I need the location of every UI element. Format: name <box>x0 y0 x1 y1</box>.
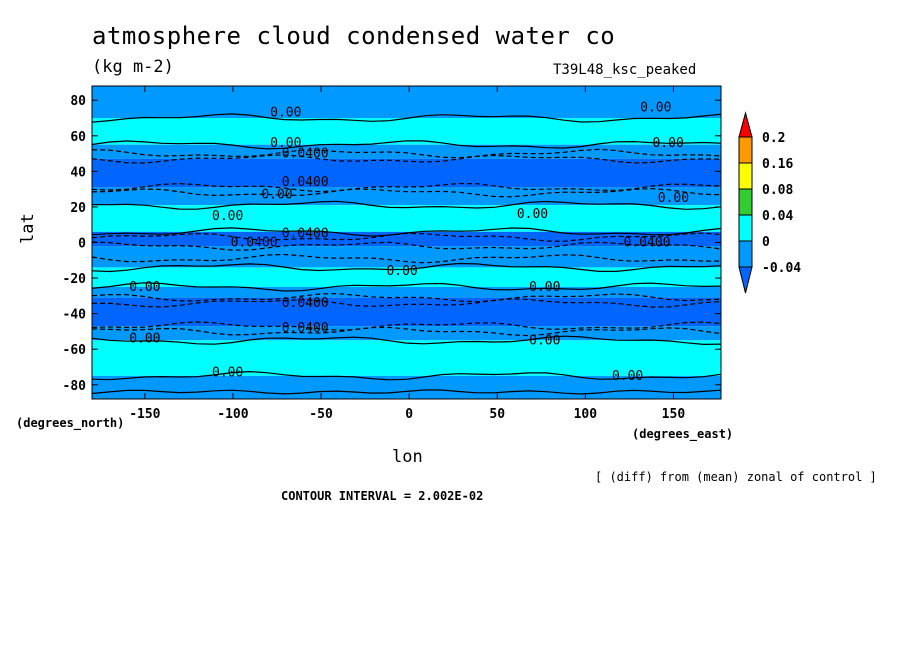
x-tick-label-2: -50 <box>309 407 333 422</box>
colorbar-bottom-arrow <box>738 266 753 294</box>
contour-line-6 <box>91 200 722 210</box>
contour-label-3: 0.00 <box>652 136 683 151</box>
x-tick-label-6: 150 <box>662 407 686 422</box>
x-axis-unit: (degrees_east) <box>632 427 734 441</box>
x-tick-label-3: 0 <box>405 407 413 422</box>
contour-label-18: 0.00 <box>129 332 160 347</box>
y-axis: -80 -60 -40 -20 0 20 40 60 80 <box>63 94 721 394</box>
band-3 <box>92 158 721 188</box>
contour-label-9: 0.00 <box>517 207 548 222</box>
contour-label-12: 0.0400 <box>624 236 671 251</box>
contour-line-10 <box>91 253 721 264</box>
contour-line-3 <box>91 154 722 164</box>
contour-line-5 <box>91 187 722 198</box>
contour-label-13: 0.00 <box>386 264 417 279</box>
contour-line-15 <box>91 321 722 331</box>
colorbar-label-4: 0 <box>762 235 770 250</box>
colorbar: 0.2 0.16 0.08 0.04 0 -0.04 <box>738 111 801 294</box>
contour-label-17: 0.0400 <box>282 321 329 336</box>
y-axis-unit: (degrees_north) <box>16 416 125 430</box>
colorbar-label-5: -0.04 <box>762 261 801 276</box>
colorbar-top-arrow <box>738 111 753 138</box>
band-10 <box>92 297 721 327</box>
contour-label-21: 0.00 <box>612 369 643 384</box>
colorbar-segment-4 <box>738 214 753 242</box>
band-6 <box>92 231 721 247</box>
y-tick-label-4: 0 <box>78 237 86 252</box>
comparison-note: [ (diff) from (mean) zonal of control ] <box>595 470 877 484</box>
x-tick-label-0: -150 <box>129 407 160 422</box>
x-tick-label-1: -100 <box>217 407 248 422</box>
chart-title: atmosphere cloud condensed water co <box>92 22 616 50</box>
colorbar-segment-1 <box>738 136 753 164</box>
y-tick-label-8: 80 <box>70 94 86 109</box>
contour-label-20: 0.00 <box>212 365 243 380</box>
contour-line-13 <box>91 292 722 303</box>
contour-line-19 <box>91 389 722 395</box>
contour-line-17 <box>91 335 722 346</box>
contour-label-5: 0.0400 <box>282 175 329 190</box>
y-tick-label-6: 40 <box>70 165 86 180</box>
contour-label-10: 0.0400 <box>282 227 329 242</box>
contour-label-0: 0.00 <box>270 106 301 121</box>
contour-label-15: 0.00 <box>529 280 560 295</box>
chart-units: (kg m-2) <box>92 57 174 77</box>
contour-line-1 <box>91 140 722 150</box>
y-tick-label-3: -20 <box>63 272 87 287</box>
contour-interval: CONTOUR INTERVAL = 2.002E-02 <box>281 489 484 503</box>
contour-label-19: 0.00 <box>529 333 560 348</box>
contour-label-14: 0.00 <box>129 280 160 295</box>
contour-line-16 <box>91 326 722 337</box>
y-axis-label: lat <box>18 213 38 244</box>
contour-label-4: 0.0400 <box>282 147 329 162</box>
contour-line-11 <box>91 262 722 273</box>
y-tick-label-1: -60 <box>63 343 87 358</box>
band-8 <box>92 267 721 287</box>
colorbar-label-0: 0.2 <box>762 131 785 146</box>
contour-line-12 <box>91 282 722 292</box>
band-9 <box>92 286 721 298</box>
contour-line-0 <box>91 113 722 123</box>
y-tick-label-2: -40 <box>63 308 87 323</box>
y-tick-label-0: -80 <box>63 379 87 394</box>
band-7 <box>92 246 721 268</box>
contour-label-6: 0.00 <box>261 187 292 202</box>
contour-label-2: 0.00 <box>270 136 301 151</box>
y-tick-label-7: 60 <box>70 130 86 145</box>
colorbar-segment-3 <box>738 188 753 216</box>
colorbar-label-3: 0.04 <box>762 209 793 224</box>
colorbar-segment-5 <box>738 240 753 268</box>
contour-line-4 <box>91 182 722 193</box>
contour-line-18 <box>91 370 722 381</box>
colorbar-label-2: 0.08 <box>762 183 793 198</box>
contour-label-7: 0.00 <box>658 191 689 206</box>
contour-label-1: 0.00 <box>640 100 671 115</box>
band-0 <box>92 86 721 119</box>
x-tick-label-4: 50 <box>489 407 505 422</box>
contour-line-2 <box>91 148 722 159</box>
contour-line-14 <box>91 298 722 308</box>
contour-line-9 <box>91 241 722 251</box>
y-tick-label-5: 20 <box>70 201 86 216</box>
x-tick-label-5: 100 <box>574 407 598 422</box>
x-axis-label: lon <box>392 447 423 467</box>
contour-label-8: 0.00 <box>212 209 243 224</box>
colorbar-label-1: 0.16 <box>762 157 793 172</box>
contour-line-8 <box>91 232 722 242</box>
contour-label-11: 0.0400 <box>231 236 278 251</box>
contour-lines <box>91 113 722 395</box>
contour-label-16: 0.0400 <box>282 296 329 311</box>
x-axis: -150 -100 -50 0 50 100 150 <box>129 86 685 422</box>
run-name: T39L48_ksc_peaked <box>553 62 697 78</box>
band-12 <box>92 340 721 376</box>
colorbar-segment-2 <box>738 162 753 190</box>
